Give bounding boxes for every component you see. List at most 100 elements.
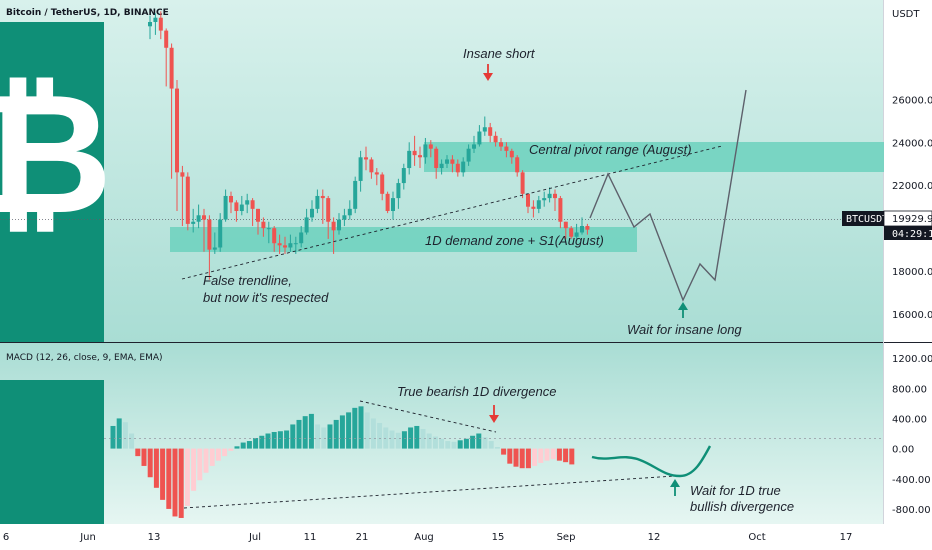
candle (461, 157, 466, 177)
candle (202, 208, 206, 252)
macd-bar (271, 431, 277, 449)
macd-bar (135, 448, 141, 457)
candle (439, 159, 444, 175)
time-tick-label: Jun (79, 532, 96, 543)
macd-bar (507, 448, 513, 464)
macd-bar (463, 438, 469, 449)
price-tick-label: 16000.00 (892, 310, 932, 321)
candle (499, 137, 503, 151)
insane-short-label: Insane short (463, 46, 536, 61)
bitcoin-logo-icon: ₿ (0, 56, 112, 252)
macd-pane (0, 343, 883, 524)
macd-bar (457, 440, 463, 449)
candle (245, 193, 250, 214)
candle (407, 142, 412, 175)
macd-bar (116, 418, 122, 449)
macd-bar (308, 413, 314, 449)
candle (569, 226, 574, 239)
central-pivot-label: Central pivot range (August) (529, 142, 692, 157)
candle (412, 135, 417, 166)
macd-bar (215, 448, 221, 461)
candle (304, 208, 309, 235)
macd-bar (240, 442, 246, 449)
candle (175, 79, 179, 211)
candles-layer (148, 11, 590, 280)
candle (493, 131, 498, 147)
insane-short-arrow-icon (483, 64, 493, 81)
candle (234, 200, 239, 222)
bullish-divergence-label-2: bullish divergence (690, 499, 794, 514)
macd-bar (563, 448, 569, 463)
candle (239, 195, 244, 216)
macd-bar (470, 435, 476, 449)
candle (542, 191, 547, 207)
candle (428, 140, 433, 158)
candle (153, 13, 158, 35)
price-axis (883, 0, 932, 550)
candle (212, 232, 217, 254)
time-tick-label: Sep (557, 532, 576, 543)
candle (315, 189, 320, 214)
price-tick-label: 24000.00 (892, 138, 932, 149)
macd-bar (122, 422, 128, 449)
candle (504, 142, 509, 158)
macd-bar (302, 416, 308, 449)
macd-bar (408, 427, 414, 449)
macd-bar (147, 448, 153, 478)
macd-bar (370, 418, 376, 449)
candle (526, 193, 530, 214)
macd-bar (129, 433, 135, 449)
candle (196, 204, 201, 229)
macd-bar (209, 448, 215, 466)
macd-bar (265, 433, 271, 449)
time-tick-label: 12 (648, 532, 661, 543)
bearish-divergence-label: True bearish 1D divergence (397, 384, 556, 399)
candle (580, 217, 584, 235)
macd-bar (197, 448, 203, 481)
candle (401, 163, 406, 190)
macd-bar (153, 448, 159, 488)
macd-bar (439, 438, 445, 449)
macd-bar (395, 432, 401, 449)
wait-long-label: Wait for insane long (627, 322, 742, 337)
bullish-divergence-line[interactable] (183, 475, 676, 509)
macd-bar (315, 424, 321, 449)
candle (266, 221, 271, 244)
macd-bar (519, 448, 525, 469)
time-tick-label: 11 (304, 532, 317, 543)
projection-path[interactable] (589, 89, 747, 302)
candle (520, 170, 525, 199)
candle (223, 189, 228, 222)
macd-ticks: -800.00 -400.00 0.00 400.00 800.00 1200.00 (892, 354, 932, 516)
macd-bar (246, 441, 252, 449)
candle (207, 215, 212, 280)
macd-bar (110, 425, 116, 449)
candle (553, 189, 557, 211)
time-tick-label: 6 (3, 532, 9, 543)
macd-bar (184, 448, 190, 506)
macd-projection-curve[interactable] (591, 445, 712, 478)
macd-bar (160, 448, 166, 500)
false-trendline-label-2: but now it's respected (203, 290, 329, 305)
candle (358, 150, 363, 192)
candle (191, 208, 196, 233)
time-tick-label: 21 (356, 532, 369, 543)
macd-bar (525, 448, 531, 469)
time-tick-label: Jul (248, 532, 261, 543)
time-axis (0, 524, 932, 550)
candle (347, 200, 352, 220)
macd-bar (277, 431, 283, 449)
candle (488, 122, 493, 143)
false-trendline[interactable] (181, 145, 723, 280)
bearish-divergence-line[interactable] (359, 400, 497, 433)
candle (229, 191, 233, 214)
macd-bar (234, 446, 240, 449)
price-tag-symbol: BTCUSDT (846, 214, 888, 225)
macd-bar (569, 448, 575, 465)
candle (261, 217, 266, 237)
candle (472, 135, 476, 154)
macd-bar (494, 447, 500, 449)
candle (418, 146, 422, 169)
candle (293, 236, 298, 254)
